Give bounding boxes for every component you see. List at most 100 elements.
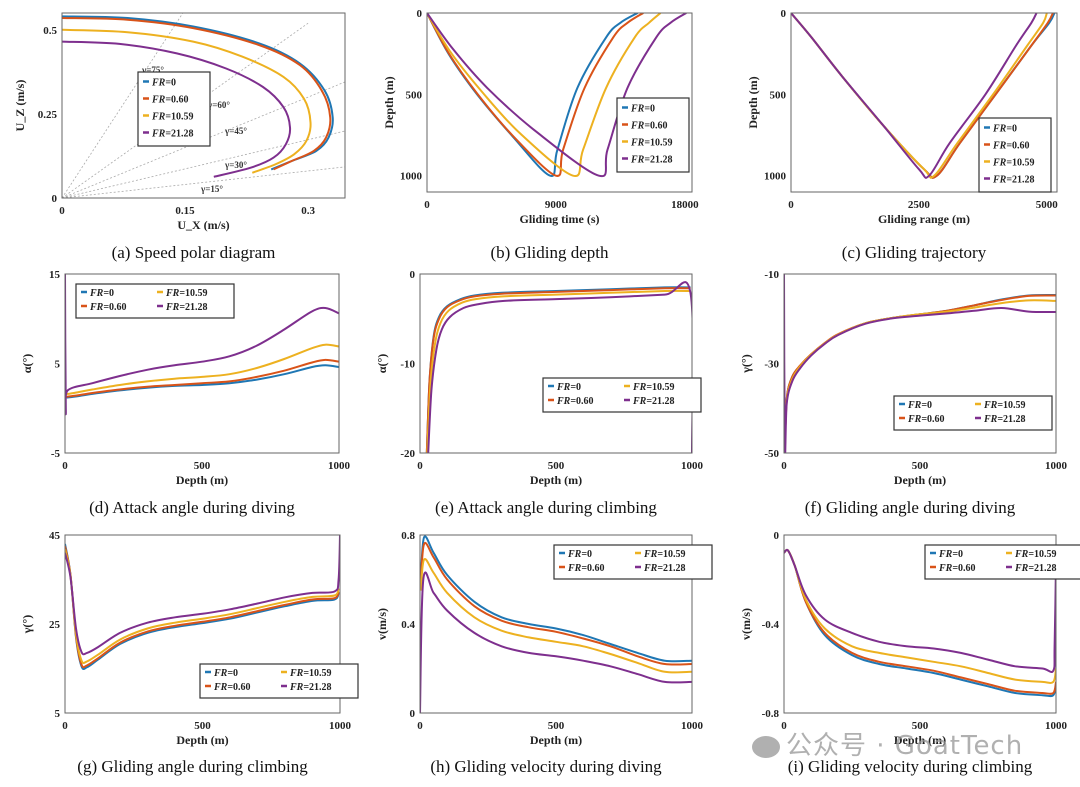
legend-box [137,71,211,147]
panel-caption: (e) Attack angle during climbing [435,498,657,517]
panel-b: 0 9000 18000 0 500 1000 Gliding time (s) Depth … [382,8,699,262]
y-axis-label: α(°) [20,354,34,374]
x-tick-label: 0 [62,720,68,732]
y-tick-label: -50 [764,448,779,460]
legend: FR=0 FR=0.60 FR=10.59 FR=21.28 [616,97,690,173]
legend-entry: FR=0 [556,382,581,393]
x-tick-label: 0 [781,460,787,472]
legend-entry: FR=0 [89,288,114,299]
legend-entry: FR=0.60 [992,141,1030,152]
y-tick-label: 0 [781,8,787,20]
x-tick-label: 500 [194,720,211,732]
series-line-fr-0-60 [62,17,332,171]
plot-frame [419,273,693,454]
y-tick-label: 15 [49,269,61,281]
legend-entry: FR=0.60 [89,302,127,313]
x-tick-label: 500 [912,720,929,732]
x-tick-label: 500 [548,460,565,472]
panel-i: 0 500 1000 -0.8 -0.4 0 Depth (m) v(m/s) (i) Glid… [739,530,1080,776]
legend-entry: FR=0.60 [938,563,976,574]
legend-entry: FR=10.59 [289,668,332,679]
y-tick-label: 0.4 [401,619,415,631]
x-tick-label: 0 [788,199,794,211]
y-tick-label: 500 [406,89,423,101]
y-tick-label: 0 [410,708,416,720]
panel-g: 0 500 1000 5 25 45 Depth (m) γ(°) (g) Gliding an… [20,530,359,776]
legend-entry: FR=0 [213,668,238,679]
x-axis-label: Depth (m) [176,733,228,747]
legend: FR=0 FR=0.60 FR=10.59 FR=21.28 [924,544,1080,580]
plot-frame [783,273,1057,454]
y-tick-label: -0.8 [762,708,780,720]
x-tick-label: 500 [548,720,565,732]
series-line-fr-0 [65,543,340,671]
x-axis-label: Depth (m) [176,473,228,487]
legend-entry: FR=0.60 [213,682,251,693]
y-tick-label: 45 [49,530,61,542]
series-line-fr-21-28 [784,548,1056,673]
y-tick-label: 0.25 [38,109,58,121]
x-tick-label: 1000 [329,720,352,732]
x-tick-label: 1000 [1045,720,1068,732]
series-line-fr-21-28 [791,13,1038,179]
y-tick-label: 0 [410,269,416,281]
legend-entry: FR=10.59 [983,400,1026,411]
series-line-fr-0 [65,364,339,399]
legend: FR=0 FR=0.60 FR=10.59 FR=21.28 [553,544,713,580]
panel-caption: (a) Speed polar diagram [112,243,276,262]
panel-f: 0 500 1000 -50 -30 -10 Depth (m) γ(°) (f) Glidin… [739,269,1068,517]
y-tick-label: 1000 [400,171,423,183]
legend-entry: FR=0 [992,124,1017,135]
legend-entry: FR=10.59 [643,549,686,560]
series-line-fr-21-28 [62,40,292,178]
y-axis-label: γ(°) [20,615,34,634]
series-line-fr-10-59 [65,343,339,395]
gamma-annotation: γ=60° [207,100,230,110]
series-line-fr-10-59 [420,557,692,674]
panel-c: 0 2500 5000 0 500 1000 Gliding range (m) Depth … [746,8,1058,262]
legend: FR=0 FR=0.60 FR=10.59 FR=21.28 [199,663,359,699]
panel-h: 0 500 1000 0 0.4 0.8 Depth (m) v(m/s) (h) Glidin… [375,530,713,776]
legend-entry: FR=0 [938,549,963,560]
plot-frame [790,12,1058,193]
x-tick-label: 1000 [681,720,704,732]
series-line-fr-0-60 [65,358,339,398]
y-tick-label: -10 [764,269,779,281]
legend-entry: FR=21.28 [632,396,675,407]
y-tick-label: 500 [770,89,787,101]
panel-caption: (d) Attack angle during diving [89,498,295,517]
x-tick-label: 1000 [328,460,351,472]
x-axis-label: Gliding time (s) [520,212,600,226]
legend: FR=0 FR=0.60 FR=10.59 FR=21.28 [137,71,211,147]
plot-frame [61,12,346,199]
plot-frame [426,12,693,193]
legend-entry: FR=21.28 [151,129,194,140]
legend-entry: FR=21.28 [1014,563,1057,574]
legend-box [553,544,713,580]
x-axis-label: Depth (m) [894,733,946,747]
y-tick-label: 0.5 [43,25,57,37]
y-axis-label: Depth (m) [746,76,760,128]
legend-entry: FR=0.60 [907,414,945,425]
gamma-guide-line [62,166,345,198]
series-line-fr-21-28 [65,274,339,416]
legend: FR=0 FR=0.60 FR=10.59 FR=21.28 [893,395,1053,431]
y-axis-label: α(°) [375,354,389,374]
x-axis-label: Depth (m) [530,473,582,487]
series-line-fr-0 [425,286,691,453]
legend-entry: FR=0 [151,78,176,89]
panel-caption: (c) Gliding trajectory [842,243,987,262]
legend: FR=0 FR=0.60 FR=10.59 FR=21.28 [75,283,235,319]
y-tick-label: 1000 [764,171,787,183]
series-line-fr-10-59 [62,28,312,174]
legend-entry: FR=10.59 [165,288,208,299]
x-tick-label: 500 [194,460,211,472]
legend-entry: FR=21.28 [289,682,332,693]
y-axis-label: v(m/s) [739,608,753,640]
x-tick-label: 1000 [681,460,704,472]
panel-caption: (g) Gliding angle during climbing [77,757,308,776]
y-tick-label: -0.4 [762,619,780,631]
gamma-annotation: γ=75° [141,65,164,75]
panel-e: 0 500 1000 -20 -10 0 Depth (m) α(°) (e) Attack a… [375,269,704,517]
